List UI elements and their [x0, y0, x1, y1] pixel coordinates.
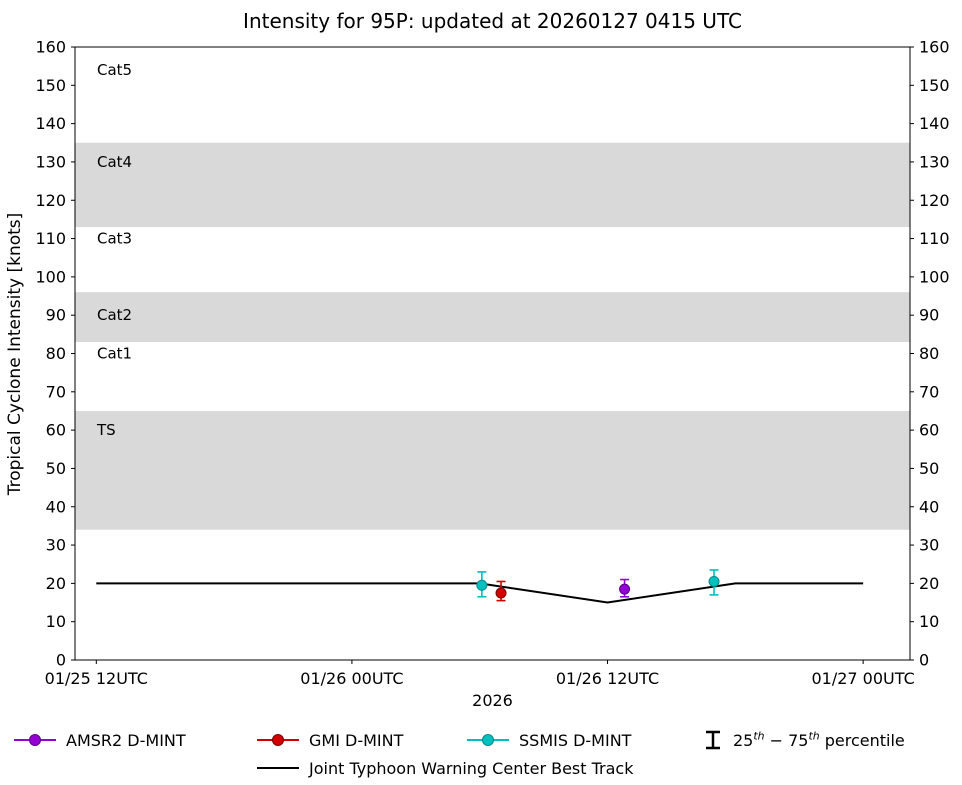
legend-label-gmi: GMI D-MINT [309, 730, 404, 750]
legend-symbol-percentile [706, 730, 720, 750]
y-tick-label-right: 10 [919, 612, 939, 631]
legend-item-percentile: 25th − 75th percentile [701, 729, 905, 751]
y-tick-label-right: 150 [919, 76, 950, 95]
percentile-text-suffix: percentile [819, 730, 905, 750]
y-tick-label-right: 30 [919, 536, 939, 555]
x-axis-label: 2026 [472, 691, 513, 710]
y-tick-label-left: 130 [35, 152, 66, 171]
y-tick-label-left: 110 [35, 229, 66, 248]
y-tick-label-left: 70 [46, 382, 66, 401]
obs-marker-gmi [495, 587, 507, 599]
category-band-cat2 [75, 292, 910, 343]
y-tick-label-right: 20 [919, 574, 939, 593]
legend-label-ssmis: SSMIS D-MINT [519, 730, 632, 750]
x-tick-label: 01/27 00UTC [811, 669, 914, 688]
legend-marker-ssmis [482, 734, 494, 746]
y-tick-label-left: 140 [35, 114, 66, 133]
y-tick-label-left: 40 [46, 497, 66, 516]
y-tick-label-right: 60 [919, 421, 939, 440]
x-tick-label: 01/26 12UTC [556, 669, 659, 688]
obs-marker-ssmis [708, 575, 720, 587]
y-tick-label-right: 100 [919, 267, 950, 286]
y-tick-label-right: 160 [919, 38, 950, 57]
plot-frame [74, 46, 911, 661]
legend-symbol-amsr2 [14, 734, 56, 746]
y-tick-label-left: 50 [46, 459, 66, 478]
category-band-ts [75, 410, 910, 530]
percentile-text-prefix: 25 [733, 730, 754, 750]
y-tick-label-right: 90 [919, 306, 939, 325]
y-tick-label-left: 30 [46, 536, 66, 555]
legend-item-ssmis: SSMIS D-MINT [465, 729, 631, 751]
y-tick-label-right: 70 [919, 382, 939, 401]
y-tick-label-right: 120 [919, 191, 950, 210]
legend-label-best-track: Joint Typhoon Warning Center Best Track [309, 758, 634, 778]
y-tick-label-left: 10 [46, 612, 66, 631]
x-tick-label: 01/26 00UTC [300, 669, 403, 688]
y-tick-label-right: 0 [919, 651, 929, 670]
y-tick-label-right: 40 [919, 497, 939, 516]
legend-label-percentile: 25th − 75th percentile [733, 729, 905, 750]
y-tick-label-left: 120 [35, 191, 66, 210]
y-tick-label-left: 150 [35, 76, 66, 95]
legend-marker-amsr2 [29, 734, 41, 746]
category-label-cat2: Cat2 [97, 306, 132, 324]
obs-marker-amsr2 [619, 583, 631, 595]
category-band-cat4 [75, 142, 910, 228]
y-tick-label-left: 100 [35, 267, 66, 286]
legend-label-amsr2: AMSR2 D-MINT [66, 730, 186, 750]
legend-marker-gmi [272, 734, 284, 746]
y-tick-label-left: 0 [56, 651, 66, 670]
y-tick-label-right: 130 [919, 152, 950, 171]
legend-symbol-ssmis [467, 734, 509, 746]
category-label-cat5: Cat5 [97, 61, 132, 79]
legend-symbol-gmi [257, 734, 299, 746]
category-label-cat3: Cat3 [97, 230, 132, 248]
y-tick-label-left: 80 [46, 344, 66, 363]
y-tick-label-left: 90 [46, 306, 66, 325]
category-label-cat1: Cat1 [97, 345, 132, 363]
chart-title: Intensity for 95P: updated at 20260127 0… [243, 9, 742, 33]
y-tick-label-left: 20 [46, 574, 66, 593]
obs-marker-ssmis [476, 579, 488, 591]
y-tick-label-left: 60 [46, 421, 66, 440]
best-track-line [96, 582, 864, 604]
category-label-ts: TS [96, 421, 116, 439]
percentile-sup-2: th [808, 729, 820, 743]
percentile-text-mid: − 75 [764, 730, 809, 750]
y-tick-label-right: 140 [919, 114, 950, 133]
legend-symbol-best-track [257, 767, 299, 769]
y-tick-label-right: 110 [919, 229, 950, 248]
y-tick-label-right: 50 [919, 459, 939, 478]
legend-item-amsr2: AMSR2 D-MINT [12, 729, 186, 751]
percentile-sup-1: th [753, 729, 765, 743]
legend-item-best-track: Joint Typhoon Warning Center Best Track [255, 757, 634, 779]
x-tick-label: 01/25 12UTC [45, 669, 148, 688]
category-label-cat4: Cat4 [97, 153, 132, 171]
y-tick-label-left: 160 [35, 38, 66, 57]
y-tick-label-right: 80 [919, 344, 939, 363]
legend-item-gmi: GMI D-MINT [255, 729, 403, 751]
